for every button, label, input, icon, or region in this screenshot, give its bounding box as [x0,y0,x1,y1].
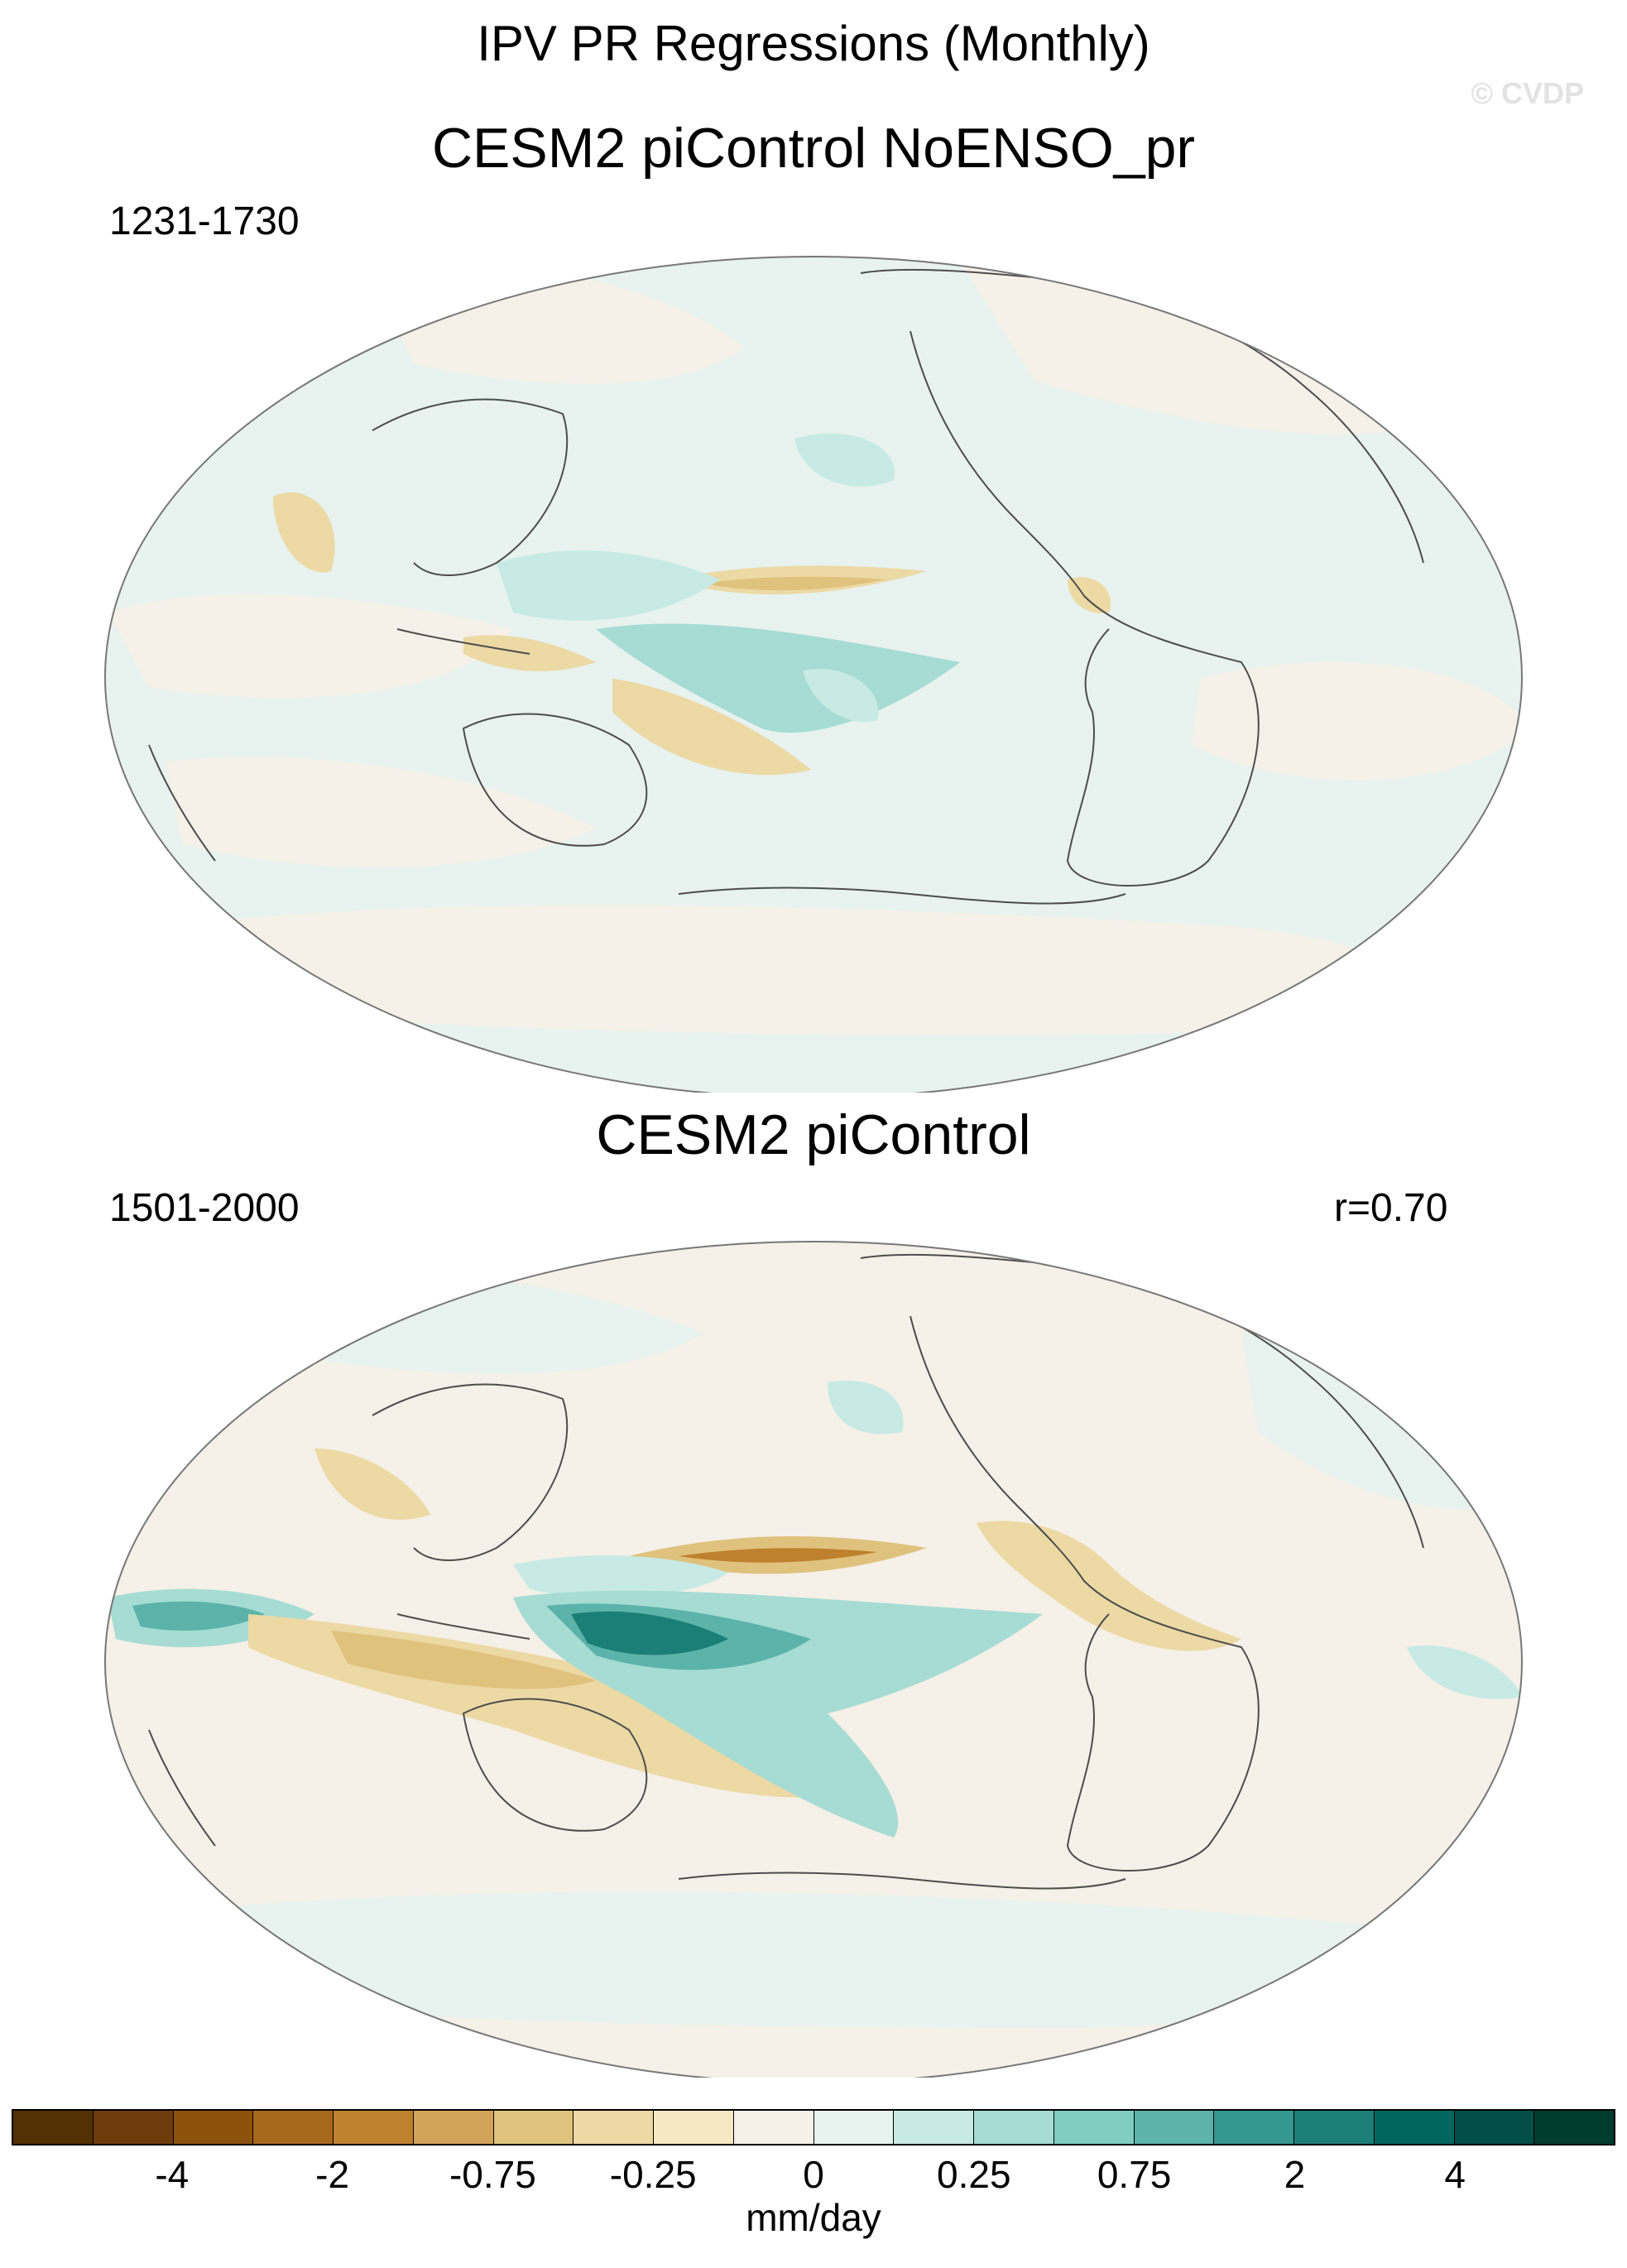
colorbar-swatch-18 [1454,2111,1535,2144]
panel-2-map [104,1241,1523,2078]
colorbar-swatch-7 [574,2111,654,2144]
central-america-dry-anomaly [1068,577,1111,613]
colorbar-swatch-0 [13,2111,94,2144]
panel-1-title: CESM2 piControl NoENSO_pr [431,117,1196,180]
colorbar-tick-label: 0.75 [1097,2153,1172,2196]
colorbar-swatch-14 [1134,2111,1215,2144]
panel-1-map-border [104,256,1523,1093]
colorbar-tick-label: 4 [1444,2153,1466,2196]
panel-2-years: 1501-2000 [109,1186,300,1230]
spcz-dry-anomaly [612,679,811,776]
north-pacific-itcz-dry-core [703,576,885,591]
colorbar-tick-label: -2 [315,2153,350,2196]
atlantic-wet-anomaly [1407,1646,1522,1699]
colorbar-tick-label: -4 [155,2153,190,2196]
western-pacific-wet-band [513,1555,728,1598]
colorbar-tick-label: 0.25 [937,2153,1011,2196]
colorbar-swatch-12 [974,2111,1054,2144]
colorbar-swatch-19 [1534,2111,1614,2144]
cvdp-watermark: © CVDP [1471,76,1584,110]
south-pacific-wet-band [803,669,879,722]
colorbar-tick-label: 0 [803,2153,824,2196]
figure-title: IPV PR Regressions (Monthly) [477,16,1150,71]
indian-dry-core [331,1631,596,1689]
western-pacific-wet-anomaly [497,550,720,621]
north-pacific-itcz-dry-core [679,1548,877,1563]
panel-2-map-border [104,1241,1523,2078]
colorbar-swatch-11 [894,2111,974,2144]
panel-2-correlation: r=0.70 [1334,1186,1448,1230]
central-pacific-wet-core [571,1611,728,1655]
north-pacific-wet-anomaly [794,433,895,487]
colorbar-units-label: mm/day [746,2196,881,2239]
panel-2-title: CESM2 piControl [596,1103,1031,1166]
antarctic-neutral-region [166,905,1426,1035]
colorbar-tick-label: -0.25 [609,2153,697,2196]
colorbar-swatch-17 [1374,2111,1455,2144]
south-asia-dry-anomaly [273,492,335,573]
antarctic-ocean-neutral [166,1891,1423,2028]
south-asia-dry-anomaly [314,1449,430,1521]
colorbar-swatch-13 [1053,2111,1135,2144]
central-america-dry-anomaly [977,1521,1241,1651]
colorbar-swatch-9 [733,2111,814,2144]
colorbar-tick-labels: -4 -2 -0.75 -0.25 0 0.25 0.75 2 4 [12,2152,1615,2202]
colorbar-swatch-10 [814,2111,895,2144]
colorbar-swatch-8 [654,2111,734,2144]
colorbar-swatch-15 [1214,2111,1294,2144]
south-indian-neutral-region [166,757,596,867]
colorbar-swatch-2 [173,2111,254,2144]
north-pacific-wet-anomaly [828,1381,904,1434]
panel-1-years: 1231-1730 [109,199,300,243]
colorbar [12,2109,1615,2145]
colorbar-swatch-3 [253,2111,334,2144]
colorbar-swatch-5 [413,2111,494,2144]
colorbar-swatch-1 [93,2111,174,2144]
colorbar-tick-label: -0.75 [449,2153,536,2196]
western-indian-wet-core [132,1601,265,1631]
colorbar-swatch-16 [1294,2111,1375,2144]
colorbar-tick-label: 2 [1284,2153,1306,2196]
atlantic-neutral-region [1192,662,1522,781]
panel-1-map [104,256,1523,1093]
indian-ocean-neutral-region [108,594,513,699]
colorbar-swatch-4 [334,2111,414,2144]
colorbar-swatch-6 [493,2111,574,2144]
